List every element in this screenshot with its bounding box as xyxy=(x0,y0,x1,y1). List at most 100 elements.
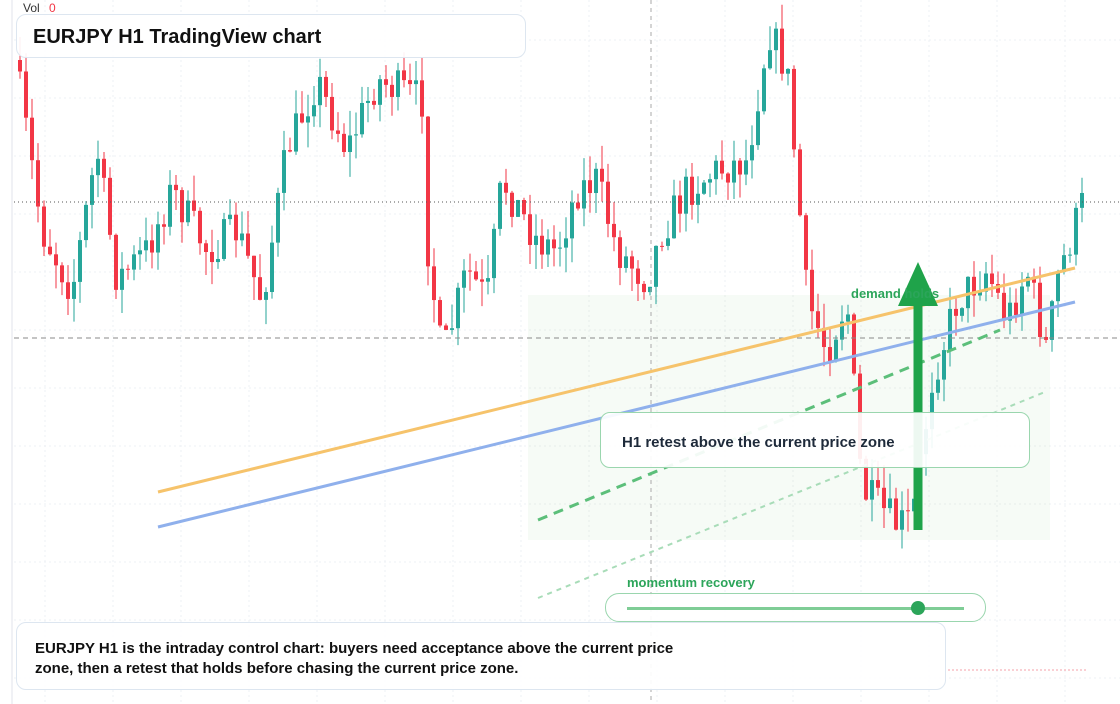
candle-body xyxy=(42,206,46,247)
candle-body xyxy=(78,240,82,282)
candle-body xyxy=(180,190,184,223)
candle-body xyxy=(654,245,658,287)
candle-body xyxy=(1020,286,1024,316)
candle-body xyxy=(492,228,496,279)
candle-body xyxy=(252,255,256,278)
candle-body xyxy=(30,117,34,161)
zone-label: demand holds xyxy=(851,286,939,301)
candle-body xyxy=(606,181,610,224)
slider-track xyxy=(627,607,964,610)
title-box: EURJPY H1 TradingView chart xyxy=(16,14,526,58)
candle-body xyxy=(762,68,766,112)
candle-body xyxy=(906,510,910,512)
candle-body xyxy=(534,235,538,245)
candle-body xyxy=(348,135,352,153)
candle-body xyxy=(216,258,220,263)
candle-body xyxy=(126,268,130,270)
candle-body xyxy=(402,70,406,81)
candle-body xyxy=(132,254,136,270)
candle-body xyxy=(156,224,160,253)
candle-body xyxy=(942,350,946,380)
candle-body xyxy=(204,243,208,253)
candle-body xyxy=(954,308,958,316)
candle-body xyxy=(630,256,634,269)
candle-body xyxy=(384,79,388,85)
candle-body xyxy=(1050,301,1054,340)
candle-body xyxy=(804,215,808,270)
candle-body xyxy=(960,308,964,316)
candle-body xyxy=(1056,272,1060,302)
candle-body xyxy=(444,325,448,330)
candle-body xyxy=(948,308,952,351)
candle-body xyxy=(864,458,868,500)
candle-body xyxy=(450,328,454,330)
candle-body xyxy=(312,105,316,117)
candle-body xyxy=(246,233,250,256)
candle-body xyxy=(276,192,280,243)
candle-body xyxy=(624,256,628,268)
candle-body xyxy=(420,80,424,117)
retest-label: H1 retest above the current price zone xyxy=(622,434,895,451)
candle-body xyxy=(744,160,748,175)
candle-body xyxy=(342,133,346,153)
candle-body xyxy=(372,100,376,105)
candle-body xyxy=(726,173,730,183)
candle-body xyxy=(966,276,970,309)
candle-body xyxy=(666,238,670,246)
candle-body xyxy=(792,68,796,150)
candle-body xyxy=(750,145,754,161)
candle-body xyxy=(210,252,214,263)
candle-body xyxy=(162,224,166,227)
candle-body xyxy=(480,279,484,282)
candle-body xyxy=(150,240,154,253)
candle-body xyxy=(330,96,334,131)
candle-body xyxy=(594,168,598,194)
candle-body xyxy=(780,28,784,74)
candle-body xyxy=(660,245,664,247)
candle-body xyxy=(474,271,478,280)
slider-knob xyxy=(911,601,925,615)
candle-body xyxy=(1068,254,1072,256)
candle-body xyxy=(852,314,856,374)
candle-body xyxy=(876,480,880,488)
candle-body xyxy=(648,286,652,293)
candle-body xyxy=(990,273,994,285)
candle-body xyxy=(612,223,616,238)
candle-body xyxy=(588,180,592,194)
candle-body xyxy=(756,111,760,146)
candle-body xyxy=(138,250,142,255)
candle-body xyxy=(714,160,718,180)
candle-body xyxy=(306,116,310,123)
arrow-head xyxy=(898,262,938,306)
candle-body xyxy=(468,270,472,272)
candle-body xyxy=(96,158,100,176)
candle-body xyxy=(810,269,814,312)
candle-body xyxy=(822,327,826,348)
candle-body xyxy=(198,210,202,244)
candle-body xyxy=(684,176,688,214)
candle-body xyxy=(768,50,772,69)
candle-body xyxy=(390,84,394,97)
volume-value: 0 xyxy=(49,1,56,15)
candle-body xyxy=(522,200,526,215)
candle-body xyxy=(270,242,274,293)
retest-box: H1 retest above the current price zone xyxy=(600,412,1030,468)
caption: EURJPY H1 is the intraday control chart:… xyxy=(35,640,674,677)
candle-body xyxy=(570,202,574,239)
candle-body xyxy=(642,283,646,293)
candle-body xyxy=(510,192,514,217)
candle-body xyxy=(426,116,430,267)
candle-body xyxy=(840,321,844,340)
volume-legend: Vol 0 xyxy=(23,1,56,15)
candle-body xyxy=(300,113,304,123)
candle-body xyxy=(600,168,604,182)
candle-body xyxy=(114,234,118,290)
candle-body xyxy=(738,160,742,175)
candle-body xyxy=(720,160,724,174)
candle-body xyxy=(696,193,700,205)
candle-body xyxy=(552,239,556,249)
candle-body xyxy=(186,200,190,223)
candle-body xyxy=(972,276,976,296)
candle-body xyxy=(102,158,106,178)
